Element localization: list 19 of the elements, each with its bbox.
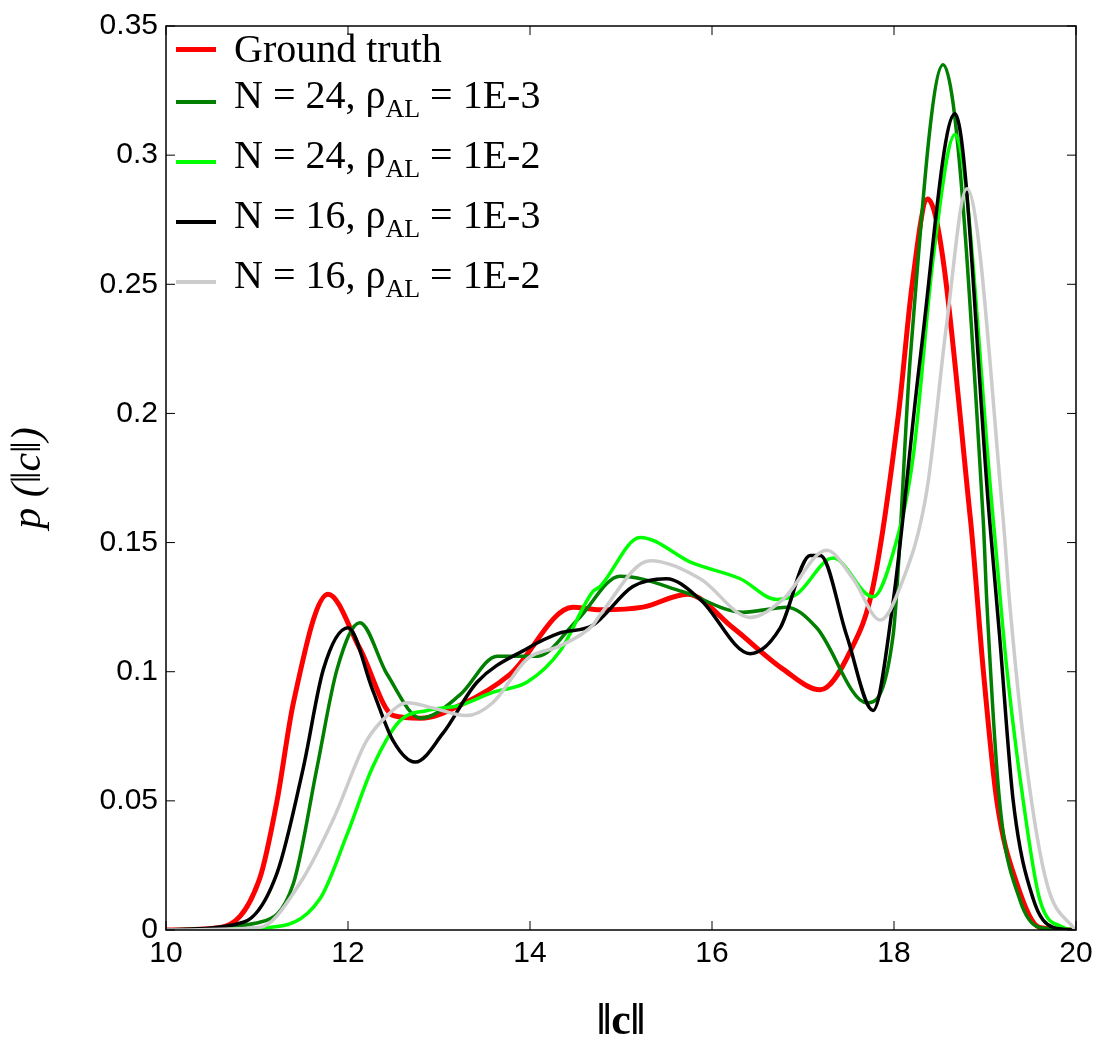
x-tick-label: 20 xyxy=(1059,935,1093,969)
y-tick-label: 0.3 xyxy=(116,136,158,170)
y-tick-label: 0.35 xyxy=(99,7,158,41)
x-tick-label: 16 xyxy=(695,935,729,969)
y-tick-label: 0.2 xyxy=(116,394,158,428)
x-axis-title: ‖c‖ xyxy=(596,994,646,1044)
x-tick-label: 14 xyxy=(513,935,547,969)
legend-label: N = 24, ρ$_{AL}$ = 1E-2 xyxy=(234,132,541,185)
legend-label: N = 16, ρ$_{AL}$ = 1E-3 xyxy=(234,192,541,245)
legend-label: N = 16, ρ$_{AL}$ = 1E-2 xyxy=(234,252,541,305)
x-tick-label: 12 xyxy=(331,935,365,969)
legend-label: Ground truth xyxy=(234,26,442,72)
legend-label: N = 24, ρ$_{AL}$ = 1E-3 xyxy=(234,72,541,125)
y-tick-label: 0.1 xyxy=(116,652,158,686)
y-axis-title: p (‖c‖) xyxy=(3,427,51,532)
y-tick-label: 0.05 xyxy=(99,782,158,816)
y-tick-label: 0.15 xyxy=(99,523,158,557)
x-tick-label: 18 xyxy=(877,935,911,969)
y-tick-label: 0.25 xyxy=(99,265,158,299)
